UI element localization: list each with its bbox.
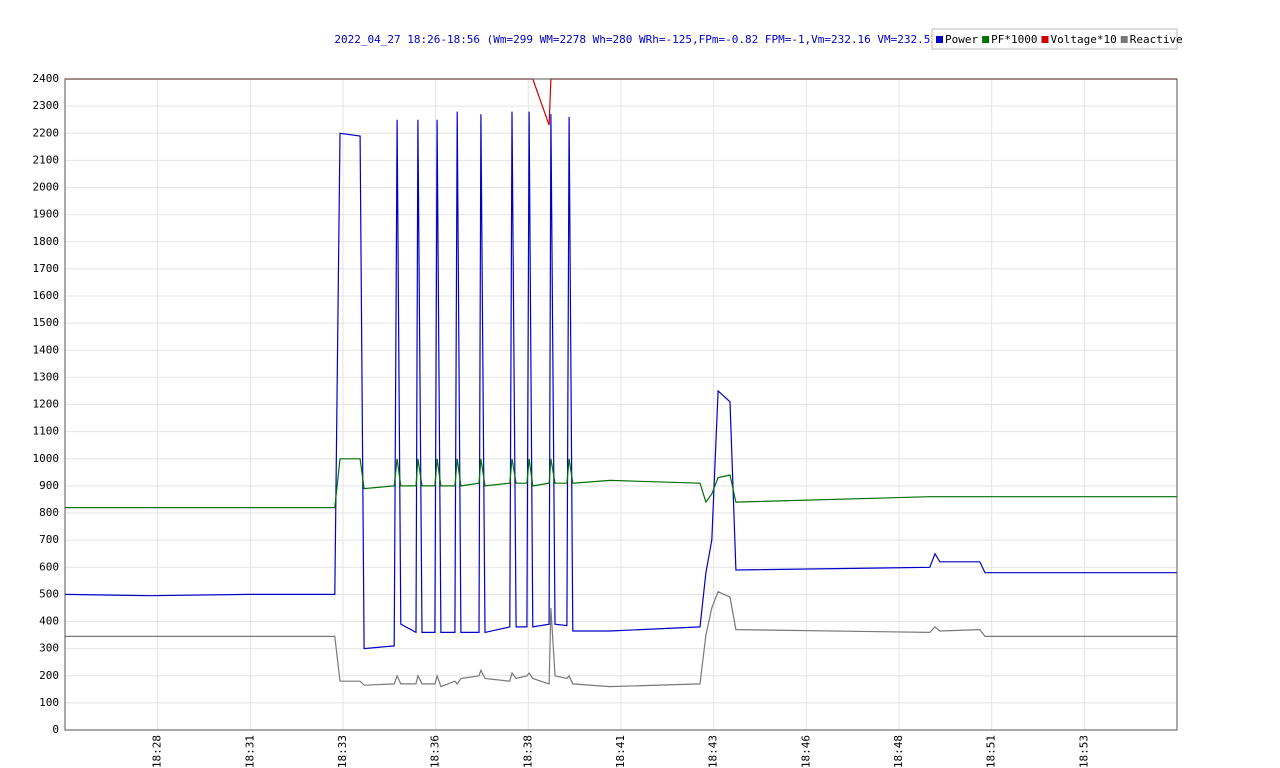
y-tick-label: 1000 xyxy=(33,452,60,465)
x-tick-label: 18:38 xyxy=(521,735,534,768)
y-tick-label: 1600 xyxy=(33,289,60,302)
y-tick-label: 900 xyxy=(39,479,59,492)
x-tick-label: 18:41 xyxy=(614,735,627,768)
series-line xyxy=(65,458,1177,509)
y-tick-label: 1800 xyxy=(33,235,60,248)
legend-swatch xyxy=(1120,36,1128,43)
y-tick-label: 200 xyxy=(39,669,59,682)
y-tick-label: 1300 xyxy=(33,370,60,383)
legend-box xyxy=(931,28,1178,50)
y-tick-label: 1500 xyxy=(33,316,60,329)
x-tick-label: 18:53 xyxy=(1077,735,1090,768)
y-tick-label: 1100 xyxy=(33,425,60,438)
series-line xyxy=(65,590,1177,688)
y-tick-label: 2300 xyxy=(33,99,60,112)
legend-swatch xyxy=(1041,36,1049,43)
x-tick-label: 18:28 xyxy=(151,735,164,768)
legend-swatch xyxy=(936,36,943,43)
grid xyxy=(65,78,1177,731)
y-tick-label: 100 xyxy=(39,696,59,709)
x-tick-label: 18:51 xyxy=(985,735,998,768)
y-tick-label: 2400 xyxy=(33,72,60,85)
legend-label: Power xyxy=(945,33,978,46)
x-tick-label: 18:48 xyxy=(892,735,905,768)
x-tick-label: 18:33 xyxy=(336,735,349,768)
y-tick-label: 1400 xyxy=(33,343,60,356)
x-tick-label: 18:36 xyxy=(429,735,442,768)
y-tick-label: 2000 xyxy=(33,181,60,194)
y-tick-label: 800 xyxy=(39,506,59,519)
y-tick-label: 2100 xyxy=(33,153,60,166)
legend: Power PF*1000 Voltage*10 Reactive xyxy=(936,33,1183,46)
y-tick-label: 300 xyxy=(39,642,59,655)
legend-label: Reactive xyxy=(1130,33,1183,46)
y-tick-label: 700 xyxy=(39,533,59,546)
x-tick-label: 18:43 xyxy=(707,735,720,768)
plot-frame xyxy=(64,78,1178,731)
y-tick-label: 500 xyxy=(39,587,59,600)
y-tick-label: 600 xyxy=(39,560,59,573)
y-tick-label: 1900 xyxy=(33,208,60,221)
y-tick-label: 2200 xyxy=(33,126,60,139)
y-tick-label: 1200 xyxy=(33,398,60,411)
x-tick-label: 18:46 xyxy=(799,735,812,768)
y-tick-label: 1700 xyxy=(33,262,60,275)
series-line xyxy=(64,111,1177,650)
y-tick-label: 0 xyxy=(52,723,59,736)
chart-title: 2022_04_27 18:26-18:56 (Wm=299 WM=2278 W… xyxy=(334,33,943,46)
legend-label: PF*1000 xyxy=(991,33,1037,46)
legend-swatch xyxy=(982,36,990,43)
legend-label: Voltage*10 xyxy=(1050,33,1116,46)
x-tick-label: 18:31 xyxy=(243,735,256,768)
y-tick-label: 400 xyxy=(39,615,59,628)
